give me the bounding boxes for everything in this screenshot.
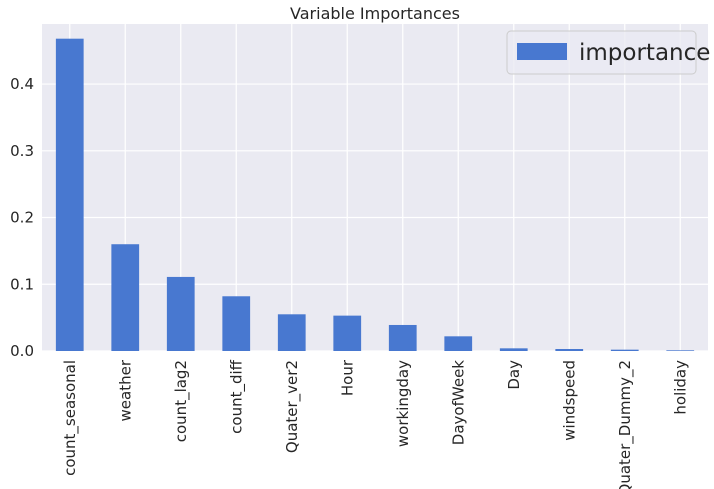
x-tick-label: workingday	[394, 360, 412, 447]
legend-label: importance	[579, 40, 710, 66]
legend-swatch	[517, 43, 567, 60]
x-tick-label: DayofWeek	[449, 360, 467, 445]
bar-count-seasonal	[55, 38, 84, 351]
chart-title: Variable Importances	[290, 4, 460, 23]
x-tick-label: windspeed	[560, 360, 578, 441]
x-tick-label: Quater_ver2	[283, 360, 302, 453]
bars	[55, 38, 695, 351]
x-tick-label: Day	[505, 360, 523, 390]
x-tick-label: count_diff	[227, 359, 246, 434]
bar-count-diff	[222, 296, 251, 351]
y-tick-label: 0.2	[10, 209, 34, 227]
y-tick-label: 0.1	[10, 275, 34, 293]
x-tick-label: count_lag2	[172, 360, 191, 442]
y-axis-ticks: 0.0 0.1 0.2 0.3 0.4	[10, 75, 34, 360]
bar-holiday	[666, 350, 695, 351]
bar-windspeed	[555, 348, 584, 351]
bar-workingday	[388, 324, 417, 351]
y-tick-label: 0.3	[10, 142, 34, 160]
x-axis-ticks: count_seasonal weather count_lag2 count_dif…	[61, 359, 690, 489]
legend-box	[506, 30, 697, 75]
bar-dayofweek	[444, 336, 473, 351]
x-tick-label: holiday	[671, 360, 689, 415]
grid-lines	[42, 24, 708, 352]
legend: importance	[506, 30, 710, 75]
bar-quater-dummy-2	[610, 349, 639, 351]
bar-quater-ver2	[277, 314, 306, 351]
y-tick-label: 0.0	[10, 342, 34, 360]
x-tick-label: Hour	[338, 359, 356, 396]
bar-weather	[111, 244, 140, 351]
bar-day	[499, 348, 528, 351]
bar-count-lag2	[166, 276, 195, 351]
x-tick-label: weather	[116, 359, 134, 421]
y-tick-label: 0.4	[10, 75, 34, 93]
x-tick-label: count_seasonal	[61, 360, 80, 476]
bar-hour	[333, 315, 362, 351]
plot-background	[42, 24, 708, 351]
x-tick-label: Quater_Dummy_2	[616, 360, 635, 489]
